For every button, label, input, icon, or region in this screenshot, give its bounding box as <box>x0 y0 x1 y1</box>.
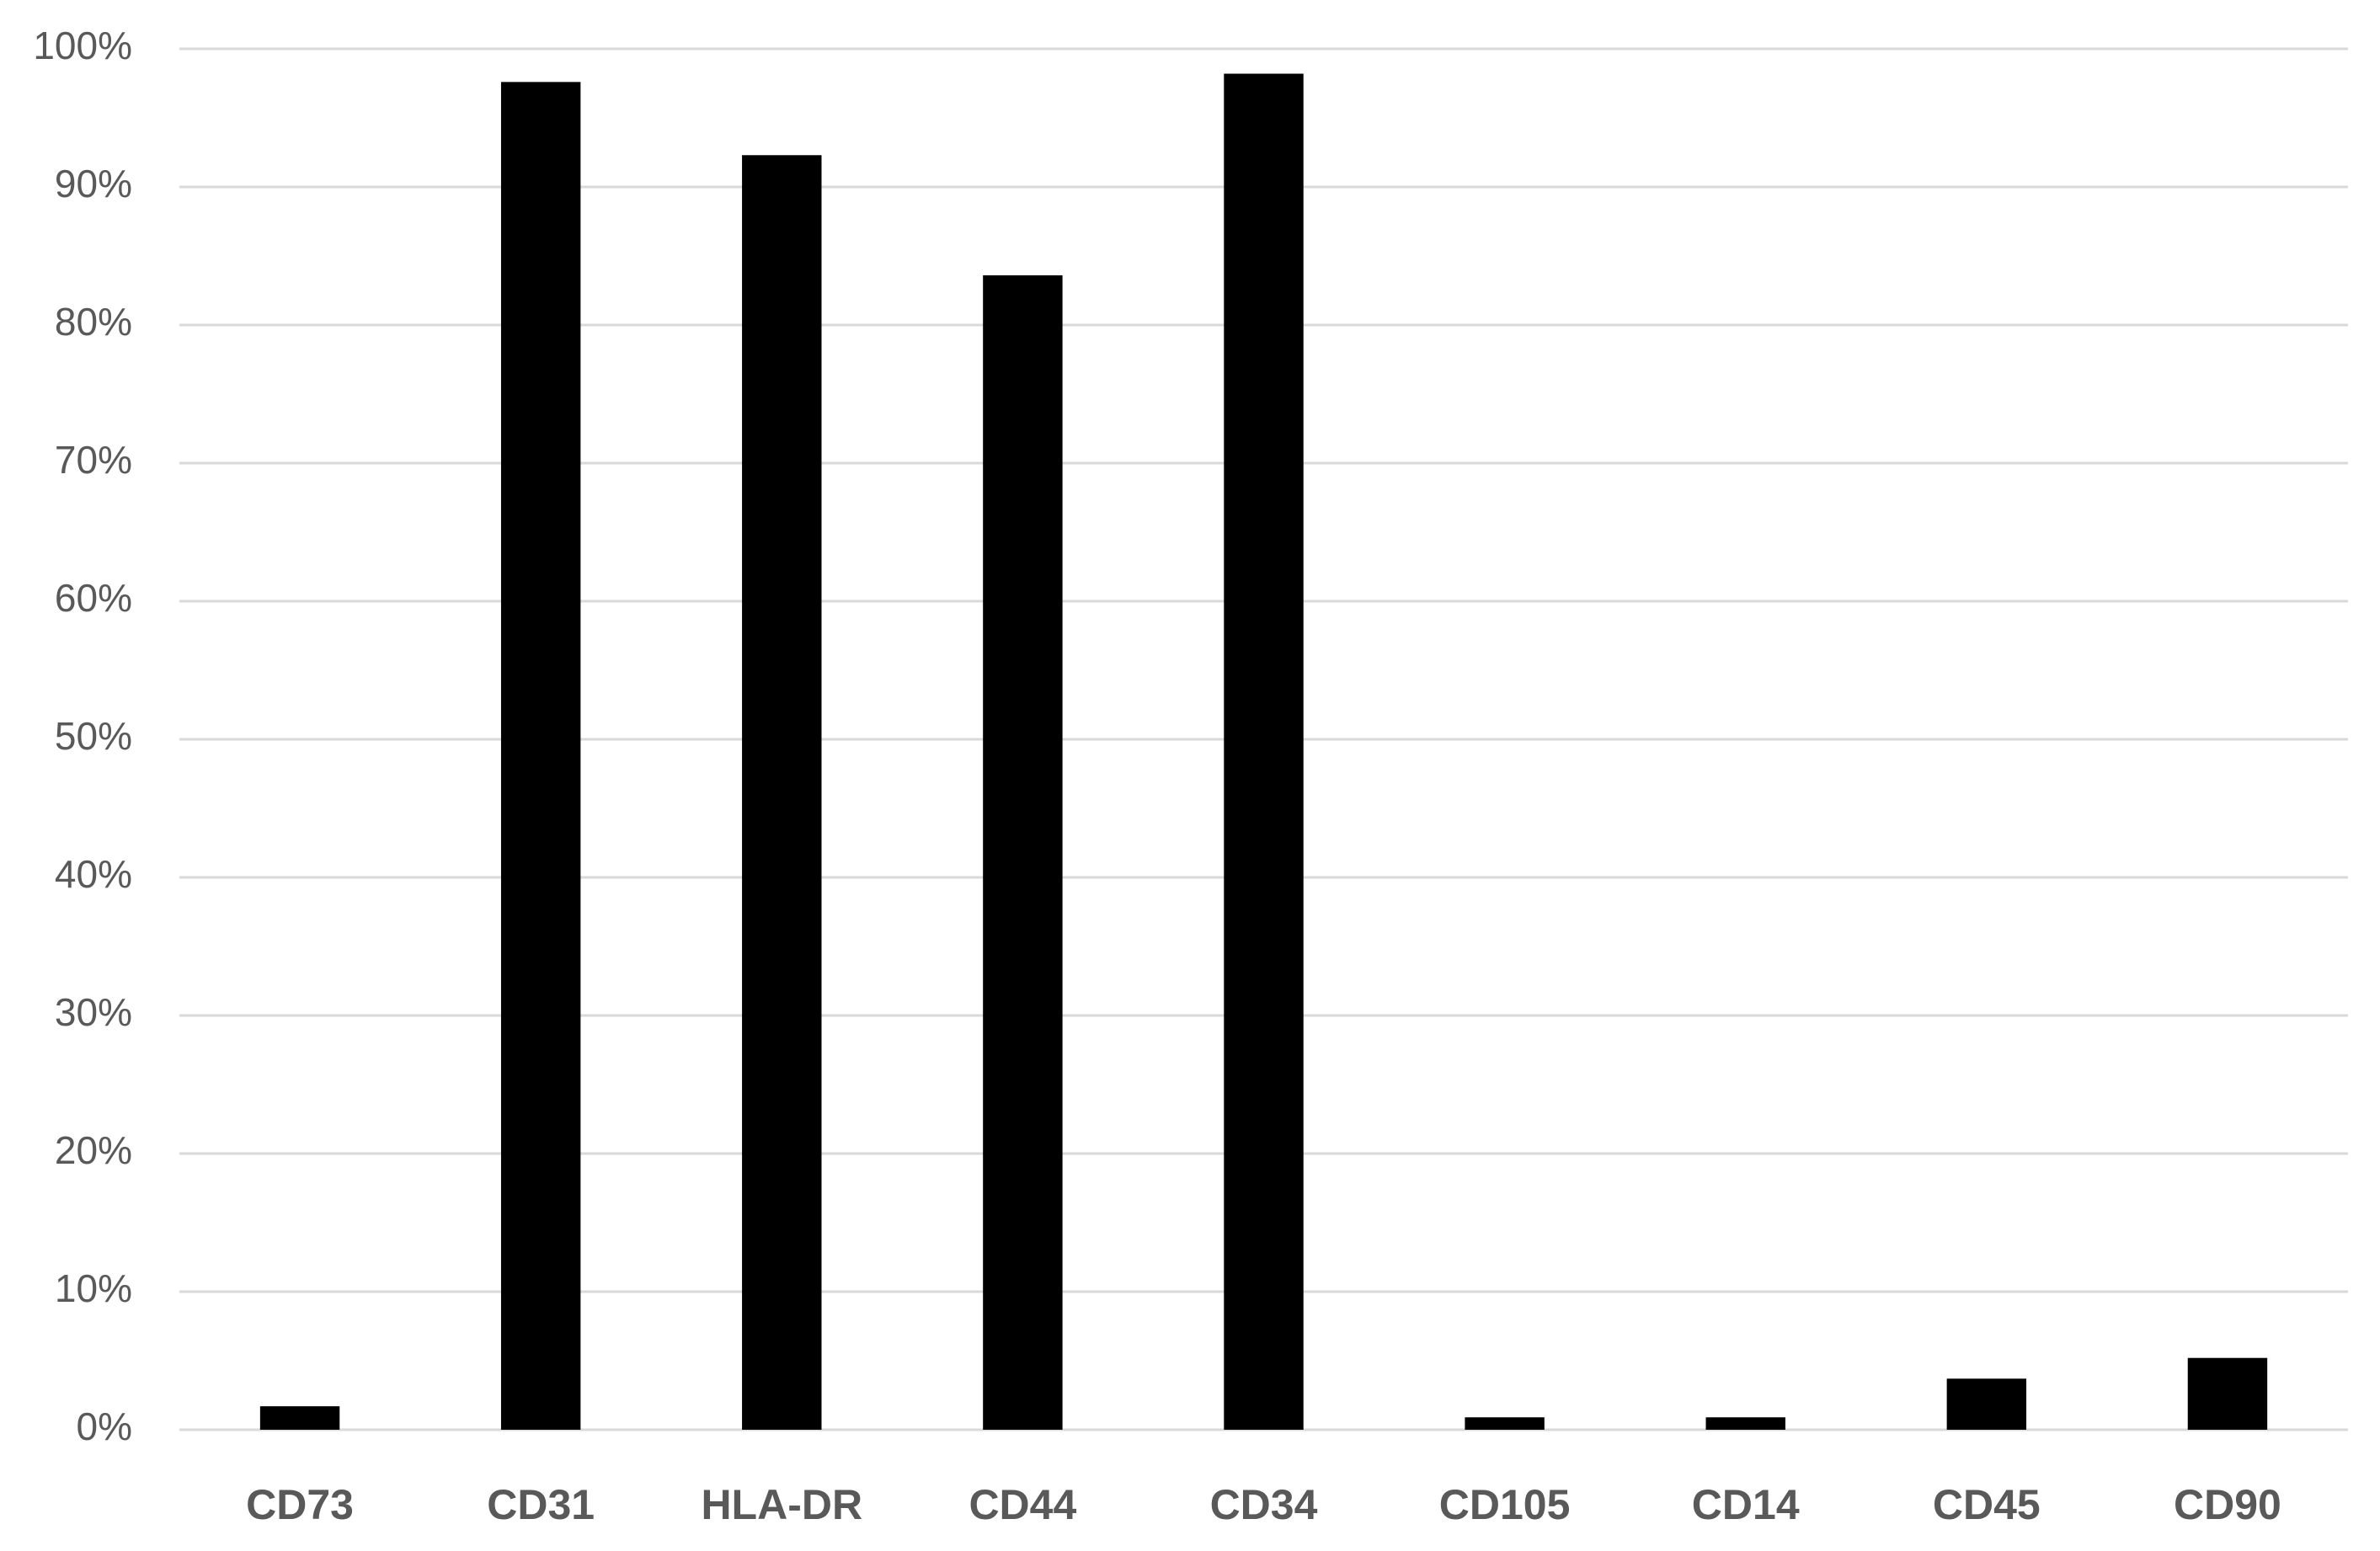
bar <box>1705 1417 1785 1430</box>
y-tick-label: 20% <box>55 1128 132 1172</box>
bar <box>1224 73 1304 1430</box>
bar <box>983 274 1063 1431</box>
y-tick-label: 100% <box>33 24 132 67</box>
bar <box>1946 1378 2027 1430</box>
y-tick-label: 80% <box>55 300 132 344</box>
bar <box>2187 1357 2268 1430</box>
x-tick-label: CD31 <box>487 1481 595 1528</box>
x-tick-label: CD34 <box>1210 1481 1318 1528</box>
x-tick-label: CD45 <box>1933 1481 2041 1528</box>
x-tick-label: CD44 <box>969 1481 1076 1528</box>
y-tick-label: 0% <box>77 1404 132 1448</box>
y-tick-label: 10% <box>55 1266 132 1310</box>
x-tick-label: CD14 <box>1692 1481 1800 1528</box>
x-tick-label: HLA-DR <box>701 1481 862 1528</box>
y-tick-label: 90% <box>55 162 132 205</box>
x-tick-label: CD105 <box>1439 1481 1571 1528</box>
bar <box>259 1406 340 1430</box>
bar <box>500 82 581 1431</box>
y-tick-label: 30% <box>55 990 132 1034</box>
bar <box>742 155 822 1430</box>
y-tick-label: 70% <box>55 438 132 482</box>
y-tick-label: 40% <box>55 852 132 896</box>
y-tick-label: 60% <box>55 576 132 620</box>
y-tick-label: 50% <box>55 714 132 758</box>
bar <box>1465 1417 1545 1430</box>
x-tick-label: CD90 <box>2174 1481 2281 1528</box>
x-tick-label: CD73 <box>246 1481 354 1528</box>
